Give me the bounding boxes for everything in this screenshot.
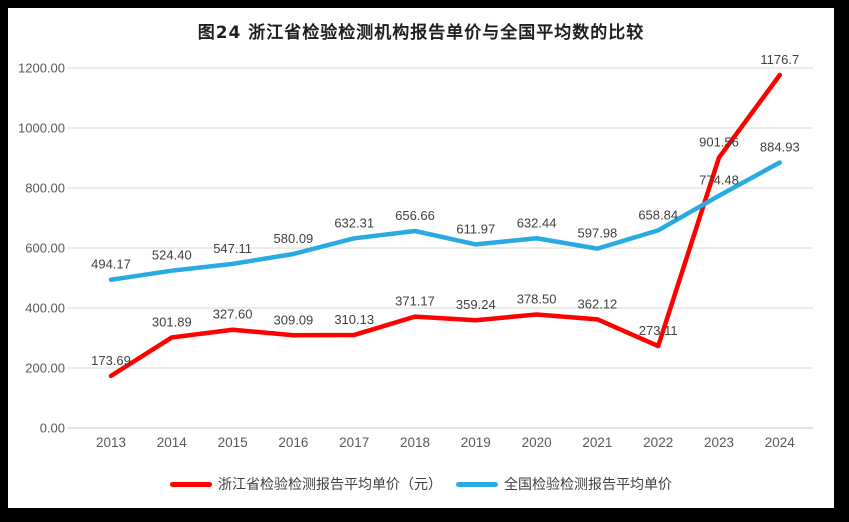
legend-item-zhejiang: 浙江省检验检测报告平均单价（元） [170,474,442,494]
data-label-series-1: 611.97 [456,221,495,236]
data-label-series-1: 597.98 [578,226,618,241]
line-chart-plot-area: 0.00 200.00 400.00 600.00 800.00 1000.00 1200.… [18,52,813,450]
data-label-series-1: 774.48 [699,173,739,188]
x-tick-label: 2015 [218,435,248,450]
x-tick-label: 2020 [522,435,552,450]
legend-label-national: 全国检验检测报告平均单价 [504,476,672,492]
chart-window: 图24 浙江省检验检测机构报告单价与全国平均数的比较 0.00 200.00 400… [8,8,834,508]
legend-line-swatch-blue [456,481,498,487]
data-label-series-0: 359.24 [456,297,496,312]
data-label-series-0: 173.69 [91,353,131,368]
data-label-series-0: 310.13 [334,312,374,327]
data-label-series-0: 371.17 [395,294,435,309]
x-tick-label: 2018 [400,435,430,450]
x-tick-label: 2019 [461,435,491,450]
legend-label-zhejiang: 浙江省检验检测报告平均单价（元） [218,476,442,492]
y-tick-label: 400.00 [25,301,65,316]
x-tick-label: 2014 [157,435,188,450]
legend-line-swatch-red [170,481,212,487]
data-label-series-1: 884.93 [760,140,800,155]
data-label-series-1: 494.17 [91,257,131,272]
data-label-series-1: 658.84 [638,207,678,222]
series-line-1 [108,160,783,282]
data-label-series-0: 327.60 [213,307,253,322]
legend-item-national: 全国检验检测报告平均单价 [456,474,672,494]
y-tick-label: 800.00 [25,181,65,196]
data-label-series-1: 524.40 [152,248,192,263]
x-tick-label: 2021 [582,435,612,450]
x-tick-label: 2016 [278,435,308,450]
data-label-series-1: 632.44 [517,215,557,230]
x-tick-label: 2023 [704,435,734,450]
data-label-series-1: 580.09 [274,231,314,246]
data-label-series-0: 1176.7 [760,52,799,67]
data-label-series-0: 378.50 [517,291,557,306]
data-label-series-0: 901.56 [699,135,739,150]
data-label-series-1: 632.31 [334,215,374,230]
x-tick-label: 2024 [765,435,796,450]
y-tick-label: 1000.00 [18,121,65,136]
y-tick-label: 1200.00 [18,61,65,76]
x-tick-label: 2022 [643,435,673,450]
x-tick-label: 2013 [96,435,126,450]
chart-legend: 浙江省检验检测报告平均单价（元） 全国检验检测报告平均单价 [8,474,834,494]
x-tick-label: 2017 [339,435,369,450]
data-label-series-0: 301.89 [152,314,192,329]
data-label-series-0: 309.09 [274,312,314,327]
data-label-series-1: 547.11 [213,241,252,256]
y-tick-label: 600.00 [25,241,65,256]
data-label-series-1: 656.66 [395,208,435,223]
y-tick-label: 200.00 [25,361,65,376]
data-label-series-0: 362.12 [578,296,618,311]
data-label-series-0: 273.11 [639,323,678,338]
chart-title: 图24 浙江省检验检测机构报告单价与全国平均数的比较 [197,23,645,43]
series-line-0 [108,72,783,379]
y-tick-label: 0.00 [40,421,65,436]
